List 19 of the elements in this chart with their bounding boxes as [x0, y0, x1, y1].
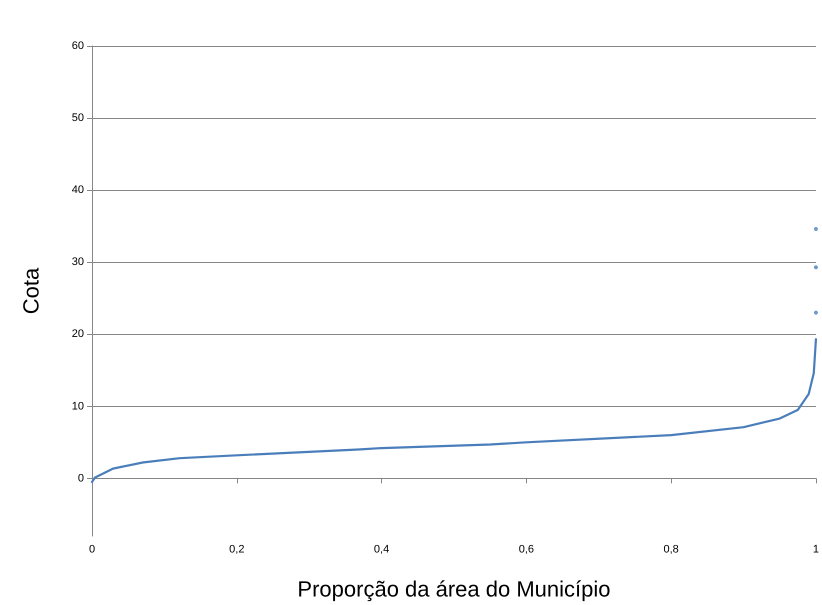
point	[814, 265, 818, 270]
y-tick-label: 0	[78, 472, 84, 484]
x-axis-title: Proporção da área do Município	[297, 576, 611, 602]
y-axis-title: Cota	[18, 267, 44, 314]
point	[814, 310, 818, 315]
y-tick-label: 50	[72, 112, 84, 124]
x-tick-label: 0,4	[374, 544, 390, 556]
point	[814, 227, 818, 232]
x-tick-label: 0,2	[229, 544, 244, 556]
x-tick-label: 0	[88, 544, 96, 556]
x-tick-label: 0,6	[518, 544, 534, 556]
y-tick-label: 20	[72, 328, 84, 340]
x-tick-label: 0,8	[664, 544, 679, 556]
y-tick-label: 40	[72, 184, 84, 196]
x-tick-label: 1	[812, 544, 820, 556]
y-tick-label: 30	[72, 256, 84, 268]
y-tick-label: 10	[72, 400, 84, 412]
y-tick-label: 60	[72, 40, 84, 52]
line-series	[90, 338, 818, 484]
